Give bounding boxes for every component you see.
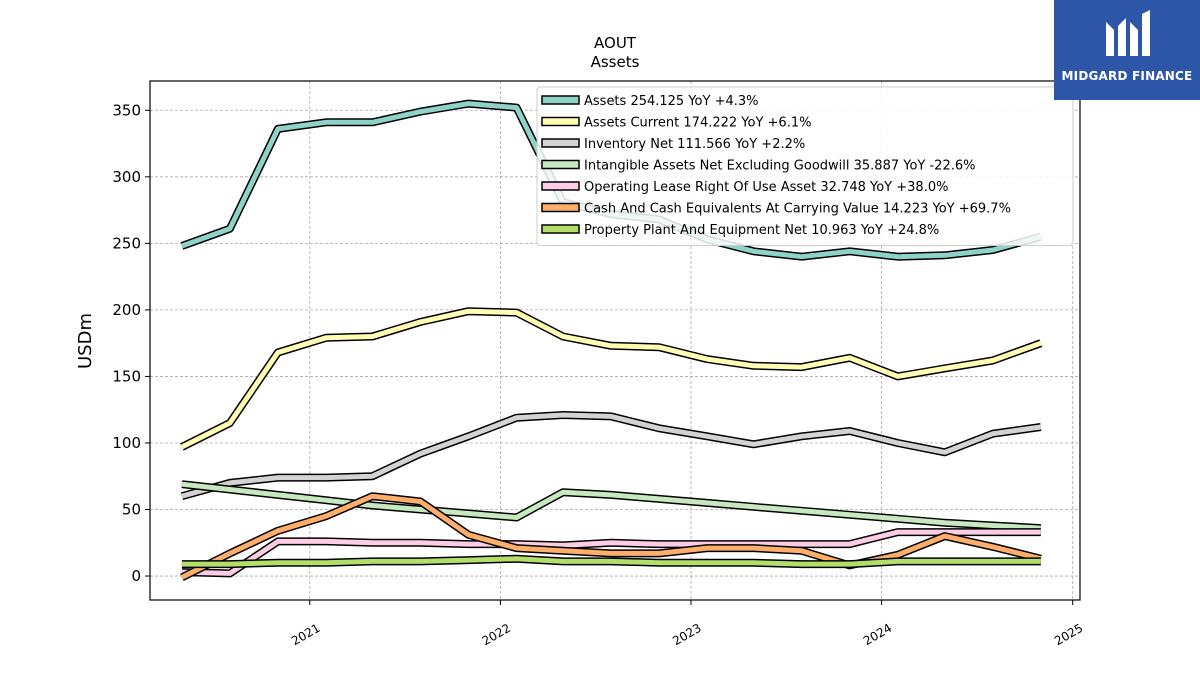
x-tick-label: 2021 [289,621,322,648]
y-tick-label: 0 [131,567,141,585]
legend-entry-label: Assets Current 174.222 YoY +6.1% [584,116,811,131]
chart-title: AOUT [594,34,637,52]
legend: Assets 254.125 YoY +4.3% Assets Current 1… [536,86,1074,246]
legend-swatch [541,138,580,148]
y-tick-label: 200 [112,301,141,319]
legend-swatch [541,181,580,191]
legend-swatch [541,116,580,127]
legend-swatch [541,159,580,170]
y-tick-label: 50 [122,501,141,519]
brand-name: MIDGARD FINANCE [1061,69,1193,83]
legend-swatch [541,202,580,213]
x-tick-label: 2024 [861,621,894,648]
legend-box [536,86,1074,246]
legend-swatch [541,224,580,234]
legend-entry-label: Assets 254.125 YoY +4.3% [584,94,759,109]
series-line-outline [180,307,1043,451]
y-axis-label: USDm [75,313,96,369]
series-line [180,493,1042,580]
brand-logo-icon [1106,10,1150,56]
plot-frame [149,80,1081,601]
legend-swatch [541,95,580,105]
y-tick-label: 350 [112,101,141,119]
series-line [181,481,1041,531]
legend-entry-label: Cash And Cash Equivalents At Carrying Va… [584,202,1011,217]
brand-logo: MIDGARD FINANCE [1054,0,1200,100]
x-tick-label: 2023 [670,621,703,648]
legend-entry-label: Operating Lease Right Of Use Asset 32.74… [584,180,948,195]
series-line [181,412,1042,499]
series-line [181,556,1041,567]
y-tick-label: 150 [112,367,141,385]
y-tick-label: 100 [112,434,141,452]
y-tick-label: 250 [112,234,141,252]
x-tick-label: 2025 [1052,621,1085,648]
x-tick-label: 2022 [480,621,513,648]
legend-entry-label: Intangible Assets Net Excluding Goodwill… [584,159,975,174]
series-line-outline [180,411,1042,501]
series-line [180,308,1042,450]
legend-entry-label: Property Plant And Equipment Net 10.963 … [584,223,939,238]
chart-subtitle: Assets [591,53,640,71]
series-line [181,529,1041,576]
legend-entry-label: Inventory Net 111.566 YoY +2.2% [584,137,805,152]
y-tick-label: 300 [112,168,141,186]
